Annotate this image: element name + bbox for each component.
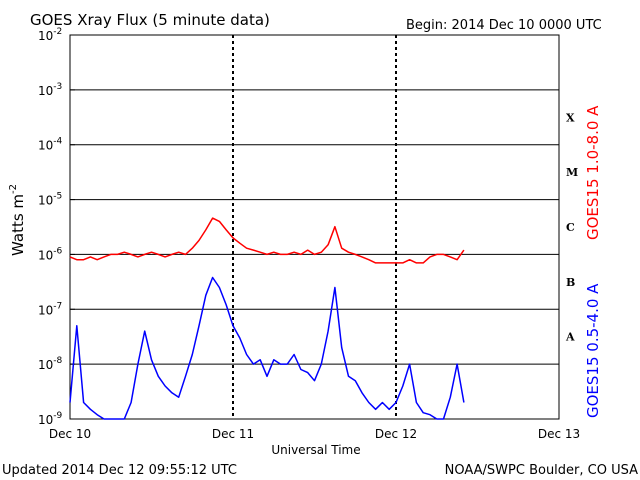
flare-class-c: C	[566, 221, 575, 234]
x-axis-label: Universal Time	[271, 443, 360, 457]
footer-updated: Updated 2014 Dec 12 09:55:12 UTC	[2, 463, 237, 478]
x-tick-labels: Dec 10 Dec 11 Dec 12 Dec 13	[49, 427, 580, 441]
y-tick-exponent: -5	[53, 192, 62, 202]
x-tick-label: Dec 11	[212, 427, 254, 441]
flare-class-b: B	[566, 276, 575, 289]
y-tick-exponent: -4	[53, 137, 62, 147]
y-tick-base: 10	[38, 303, 53, 317]
y-tick-label: 10-5	[38, 192, 62, 208]
y-tick-base: 10	[38, 248, 53, 262]
flare-class-m: M	[566, 166, 578, 179]
y-tick-label: 10-9	[38, 411, 63, 427]
y-tick-base: 10	[38, 29, 53, 43]
y-tick-exponent: -8	[53, 356, 62, 366]
series-line-long	[69, 217, 465, 264]
y-tick-exponent: -3	[53, 82, 62, 92]
x-tick-label: Dec 10	[49, 427, 91, 441]
y-tick-label: 10-2	[38, 27, 62, 43]
y-axis-label-exponent: -2	[8, 184, 19, 194]
data-series	[69, 217, 465, 420]
y-tick-base: 10	[38, 84, 53, 98]
y-tick-exponent: -9	[53, 411, 62, 421]
y-tick-base: 10	[38, 413, 53, 427]
series-label-short: GOES15 0.5-4.0 A	[584, 283, 602, 418]
y-tick-label: 10-8	[38, 356, 63, 372]
y-tick-label: 10-4	[38, 137, 63, 153]
y-tick-base: 10	[38, 139, 53, 153]
y-tick-exponent: -2	[53, 27, 62, 37]
series-label-long: GOES15 1.0-8.0 A	[584, 105, 602, 240]
y-tick-label: 10-6	[38, 246, 63, 262]
flare-class-a: A	[565, 331, 575, 344]
x-tick-label: Dec 12	[375, 427, 417, 441]
y-axis-label: Watts m-2	[8, 184, 27, 256]
y-tick-label: 10-3	[38, 82, 62, 98]
flare-class-labels: X M C B A	[565, 111, 578, 343]
y-tick-exponent: -7	[53, 301, 62, 311]
y-tick-labels: 10-210-310-410-510-610-710-810-9	[38, 27, 63, 427]
series-line-short	[69, 276, 465, 420]
plot-frame	[69, 34, 560, 420]
x-tick-label: Dec 13	[538, 427, 580, 441]
y-tick-label: 10-7	[38, 301, 62, 317]
begin-time: Begin: 2014 Dec 10 0000 UTC	[406, 18, 602, 33]
grid-lines	[70, 34, 559, 420]
footer-credit: NOAA/SWPC Boulder, CO USA	[445, 463, 638, 478]
y-tick-exponent: -6	[53, 246, 62, 256]
flare-class-x: X	[566, 111, 575, 124]
chart-title: GOES Xray Flux (5 minute data)	[30, 11, 270, 29]
y-tick-base: 10	[38, 358, 53, 372]
y-tick-base: 10	[38, 194, 53, 208]
